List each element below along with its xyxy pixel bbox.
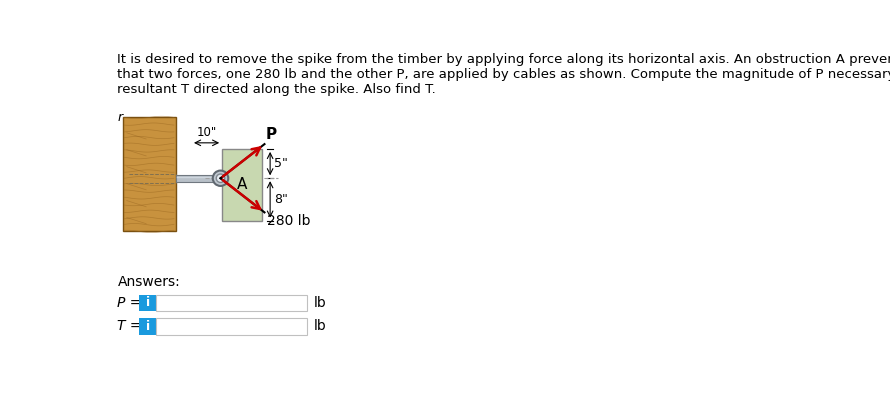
Text: A: A <box>237 177 247 192</box>
Bar <box>139 318 157 334</box>
Bar <box>139 294 157 312</box>
Text: 280 lb: 280 lb <box>267 214 311 228</box>
Circle shape <box>216 174 225 182</box>
Bar <box>157 318 307 334</box>
Text: lb: lb <box>313 296 327 310</box>
Bar <box>175 175 221 182</box>
Text: T =: T = <box>117 319 142 333</box>
Text: P: P <box>266 127 277 142</box>
Circle shape <box>213 170 228 186</box>
Text: P =: P = <box>117 296 142 310</box>
Text: i: i <box>146 320 150 332</box>
Text: 5": 5" <box>274 157 287 170</box>
Text: It is desired to remove the spike from the timber by applying force along its ho: It is desired to remove the spike from t… <box>117 53 890 96</box>
Text: lb: lb <box>313 319 327 333</box>
Text: Answers:: Answers: <box>117 275 180 289</box>
Text: r: r <box>117 111 123 124</box>
Bar <box>222 149 263 221</box>
Bar <box>157 294 307 312</box>
Text: i: i <box>146 296 150 310</box>
Text: 10": 10" <box>197 126 216 139</box>
Bar <box>123 117 175 231</box>
Text: 8": 8" <box>274 193 287 206</box>
